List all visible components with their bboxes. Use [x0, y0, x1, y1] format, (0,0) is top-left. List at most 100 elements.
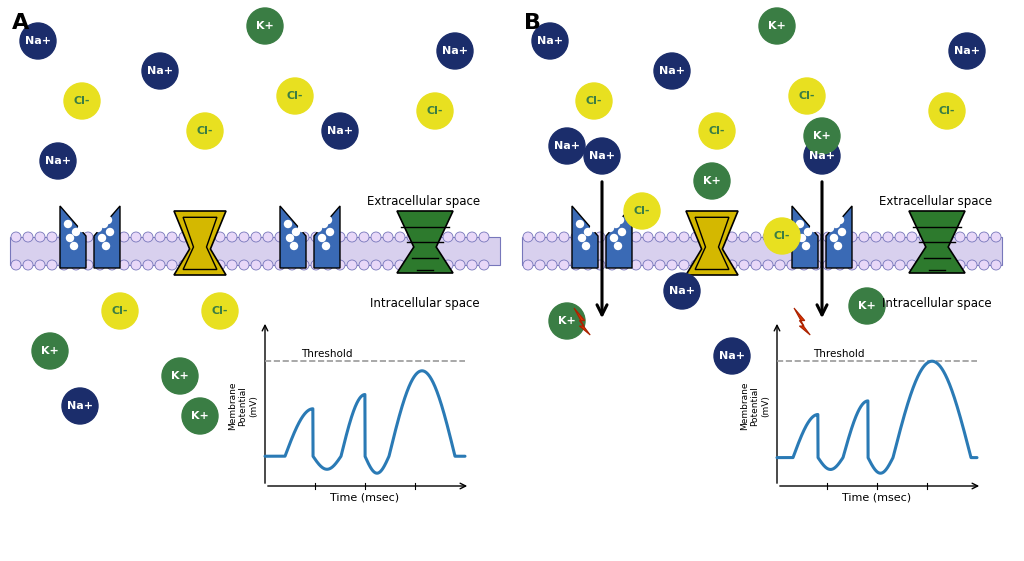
Circle shape: [11, 232, 22, 242]
Circle shape: [83, 260, 93, 270]
Circle shape: [589, 217, 596, 223]
Circle shape: [179, 260, 189, 270]
Circle shape: [943, 232, 953, 242]
Circle shape: [40, 143, 76, 179]
Circle shape: [104, 217, 112, 223]
Text: K+: K+: [558, 316, 575, 326]
Circle shape: [191, 232, 201, 242]
Circle shape: [591, 224, 597, 232]
Circle shape: [23, 232, 33, 242]
Circle shape: [763, 260, 773, 270]
Text: Na+: Na+: [954, 46, 980, 56]
Circle shape: [811, 232, 821, 242]
Circle shape: [835, 232, 845, 242]
Circle shape: [203, 260, 213, 270]
Circle shape: [47, 232, 57, 242]
Circle shape: [607, 260, 617, 270]
Circle shape: [643, 232, 653, 242]
Circle shape: [535, 232, 545, 242]
Circle shape: [20, 23, 56, 59]
Circle shape: [299, 224, 305, 232]
Text: Na+: Na+: [147, 66, 173, 76]
Circle shape: [583, 242, 590, 250]
Circle shape: [395, 260, 406, 270]
Circle shape: [883, 232, 893, 242]
Text: Na+: Na+: [589, 151, 615, 161]
Circle shape: [847, 260, 857, 270]
Circle shape: [11, 260, 22, 270]
Circle shape: [143, 260, 153, 270]
Circle shape: [278, 78, 313, 114]
Circle shape: [606, 224, 613, 232]
Circle shape: [187, 113, 223, 149]
Text: Na+: Na+: [67, 401, 93, 411]
Circle shape: [479, 260, 489, 270]
Text: Intracellular space: Intracellular space: [883, 297, 992, 310]
Circle shape: [71, 242, 78, 250]
Circle shape: [142, 53, 178, 89]
Circle shape: [809, 217, 815, 223]
Circle shape: [895, 260, 905, 270]
Circle shape: [131, 260, 141, 270]
Circle shape: [618, 260, 629, 270]
Circle shape: [715, 232, 725, 242]
Text: Threshold: Threshold: [813, 349, 864, 359]
Text: Na+: Na+: [45, 156, 71, 166]
Circle shape: [119, 232, 129, 242]
Circle shape: [631, 232, 641, 242]
Circle shape: [299, 232, 309, 242]
Text: Cl-: Cl-: [804, 371, 820, 381]
Circle shape: [577, 220, 584, 228]
Polygon shape: [572, 206, 598, 268]
Circle shape: [595, 260, 605, 270]
Circle shape: [119, 260, 129, 270]
Circle shape: [727, 232, 737, 242]
Circle shape: [703, 260, 713, 270]
Circle shape: [202, 293, 238, 329]
Circle shape: [59, 260, 69, 270]
Circle shape: [931, 232, 941, 242]
Circle shape: [59, 232, 69, 242]
Circle shape: [431, 260, 441, 270]
Circle shape: [830, 234, 838, 241]
Circle shape: [751, 232, 761, 242]
Text: K+: K+: [171, 371, 188, 381]
Circle shape: [787, 260, 797, 270]
Circle shape: [943, 260, 953, 270]
Circle shape: [775, 232, 785, 242]
Circle shape: [131, 232, 141, 242]
Circle shape: [65, 220, 72, 228]
Text: Time (msec): Time (msec): [331, 492, 399, 502]
Circle shape: [79, 224, 85, 232]
Circle shape: [931, 260, 941, 270]
Circle shape: [251, 232, 261, 242]
Circle shape: [739, 260, 749, 270]
Circle shape: [371, 260, 381, 270]
Circle shape: [203, 232, 213, 242]
Polygon shape: [826, 206, 852, 268]
Text: Na+: Na+: [442, 46, 468, 56]
Circle shape: [63, 83, 100, 119]
Text: K+: K+: [768, 21, 785, 31]
Circle shape: [955, 260, 965, 270]
Circle shape: [804, 138, 840, 174]
Text: K+: K+: [41, 346, 58, 356]
Text: Na+: Na+: [809, 151, 835, 161]
Text: Cl-: Cl-: [112, 306, 128, 316]
Circle shape: [106, 232, 117, 242]
Circle shape: [835, 242, 842, 250]
Circle shape: [654, 53, 690, 89]
Text: B: B: [524, 13, 541, 33]
Polygon shape: [606, 206, 632, 268]
Text: Time (msec): Time (msec): [843, 492, 911, 502]
Circle shape: [215, 260, 225, 270]
Circle shape: [797, 220, 804, 228]
Circle shape: [949, 33, 985, 69]
Circle shape: [823, 232, 833, 242]
Polygon shape: [397, 211, 453, 273]
Circle shape: [35, 232, 45, 242]
Text: Cl-: Cl-: [427, 106, 443, 116]
Circle shape: [618, 228, 626, 236]
Circle shape: [967, 232, 977, 242]
Circle shape: [575, 83, 612, 119]
